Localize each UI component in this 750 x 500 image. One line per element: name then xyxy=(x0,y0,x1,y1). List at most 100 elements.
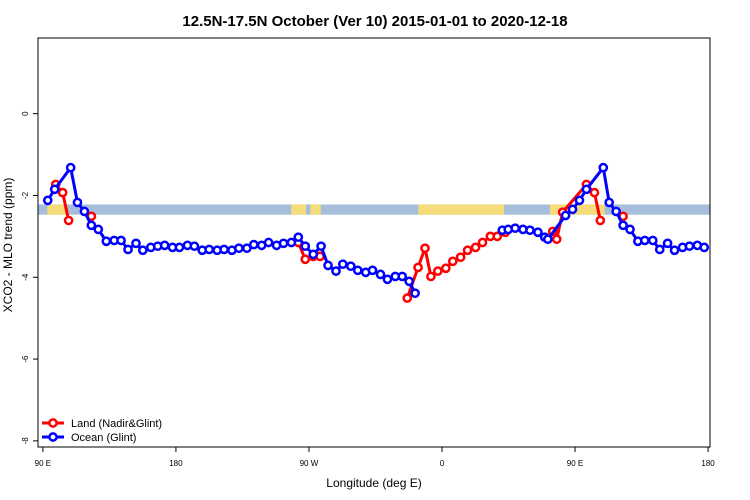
y-tick-label: -4 xyxy=(21,273,30,281)
data-point xyxy=(137,245,148,256)
data-point xyxy=(551,234,562,245)
data-point xyxy=(510,223,521,234)
data-point xyxy=(462,245,473,256)
data-point xyxy=(72,197,83,208)
data-point xyxy=(669,245,680,256)
data-point xyxy=(189,241,200,252)
data-point xyxy=(574,195,585,206)
data-point xyxy=(492,231,503,242)
data-point xyxy=(234,243,244,254)
data-point xyxy=(219,244,229,255)
data-point xyxy=(42,195,53,206)
data-point xyxy=(470,242,481,253)
x-tick-label: 0 xyxy=(440,459,445,468)
data-point xyxy=(79,206,90,217)
x-tick-label: 90 E xyxy=(35,459,51,468)
data-point xyxy=(116,235,126,246)
data-point xyxy=(420,243,430,254)
data-point xyxy=(413,262,423,273)
data-point xyxy=(65,162,76,173)
data-point xyxy=(647,235,658,246)
data-point xyxy=(595,215,606,226)
land-band xyxy=(59,204,67,215)
data-point xyxy=(63,215,74,226)
chart-title: 12.5N-17.5N October (Ver 10) 2015-01-01 … xyxy=(182,13,567,30)
data-point xyxy=(204,244,215,255)
data-point xyxy=(426,271,436,282)
data-point xyxy=(337,259,348,270)
land-band xyxy=(47,204,60,215)
data-point xyxy=(618,220,628,231)
data-point xyxy=(93,224,104,235)
data-point xyxy=(699,242,710,253)
data-point xyxy=(598,162,609,173)
data-point xyxy=(410,288,420,299)
data-point xyxy=(447,256,458,267)
legend-marker xyxy=(48,418,58,428)
data-point xyxy=(639,235,650,246)
data-point xyxy=(455,252,466,263)
plot-frame xyxy=(37,37,711,448)
data-point xyxy=(278,238,289,249)
data-point xyxy=(560,210,571,221)
data-point xyxy=(263,237,274,248)
series-line xyxy=(56,184,623,298)
data-point xyxy=(662,238,673,249)
x-tick-label: 180 xyxy=(169,459,183,468)
data-point xyxy=(589,187,600,198)
data-point xyxy=(293,232,304,243)
data-point xyxy=(533,227,543,238)
data-point xyxy=(316,241,326,252)
data-point xyxy=(49,184,60,195)
data-point xyxy=(611,206,621,217)
x-tick-label: 90 W xyxy=(300,459,319,468)
data-point xyxy=(345,261,356,272)
data-point xyxy=(57,187,68,198)
y-tick-label: 0 xyxy=(21,111,30,116)
data-point xyxy=(477,237,488,248)
y-tick-label: -2 xyxy=(21,191,30,199)
data-point xyxy=(131,238,141,249)
data-point xyxy=(397,271,408,282)
data-point xyxy=(654,244,665,255)
ocean-band xyxy=(38,204,710,215)
land-band xyxy=(310,204,321,215)
legend-label: Ocean (Glint) xyxy=(71,432,136,444)
land-band xyxy=(418,204,505,215)
data-point xyxy=(123,244,133,255)
data-point xyxy=(567,204,578,215)
legend-label: Land (Nadir&Glint) xyxy=(71,418,162,430)
land-band xyxy=(291,204,307,215)
data-point xyxy=(525,225,535,236)
data-point xyxy=(625,224,635,235)
data-point xyxy=(331,266,341,276)
data-point xyxy=(684,241,695,252)
data-point xyxy=(159,240,170,251)
data-point xyxy=(433,266,443,276)
data-point xyxy=(375,269,386,280)
x-tick-label: 90 E xyxy=(567,459,583,468)
data-point xyxy=(440,263,451,274)
data-point xyxy=(352,265,363,276)
data-point xyxy=(604,197,615,208)
x-tick-label: 180 xyxy=(701,459,715,468)
data-point xyxy=(367,265,378,276)
data-point xyxy=(300,254,311,265)
data-point xyxy=(308,249,319,260)
data-point xyxy=(300,241,311,252)
data-point xyxy=(101,236,112,247)
data-point xyxy=(174,242,185,253)
data-point xyxy=(86,220,97,231)
data-point xyxy=(242,243,252,254)
data-point xyxy=(382,274,393,285)
legend-marker xyxy=(48,432,58,442)
data-point xyxy=(323,260,333,271)
y-tick-label: -6 xyxy=(21,355,30,363)
data-point xyxy=(581,184,592,195)
data-point xyxy=(542,234,553,245)
data-point xyxy=(404,276,415,287)
y-tick-label: -8 xyxy=(21,437,30,445)
data-point xyxy=(248,239,259,250)
x-axis-label: Longitude (deg E) xyxy=(326,476,421,490)
